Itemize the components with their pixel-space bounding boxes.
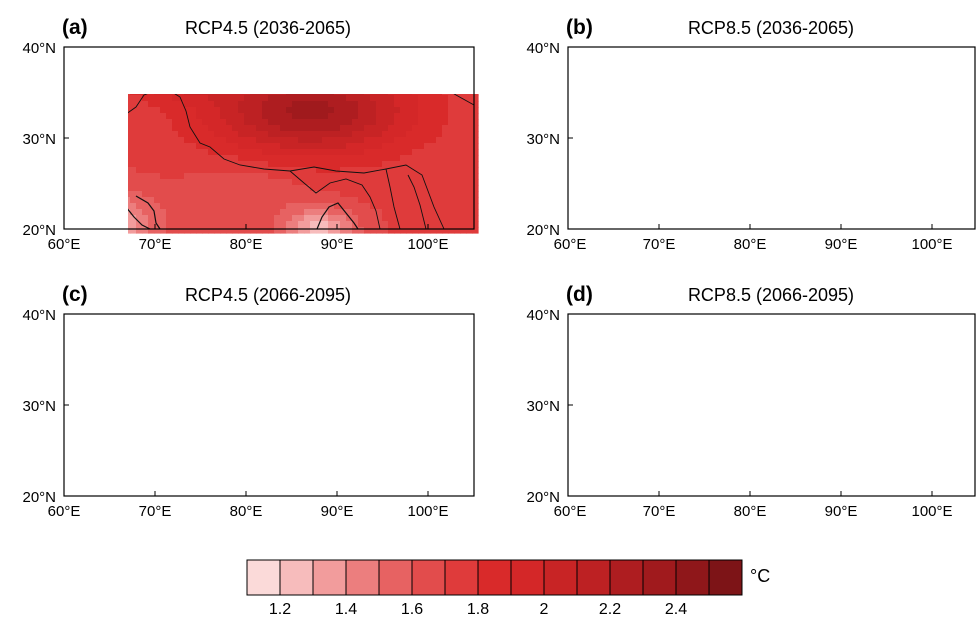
colorbar-tick-label: 1.8 xyxy=(467,601,489,618)
colorbar-box xyxy=(675,559,710,596)
panel-b: (b) RCP8.5 (2036-2065) 40°N 30°N 20°N 60… xyxy=(526,16,977,253)
lon-label-90: 90°E xyxy=(321,503,354,520)
panel-tag-b: (b) xyxy=(566,16,593,39)
y-axis-d: 40°N 30°N 20°N xyxy=(526,307,573,506)
lon-label-80: 80°E xyxy=(230,503,263,520)
lon-label-80: 80°E xyxy=(734,503,767,520)
colorbar-box xyxy=(345,559,380,596)
colorbar-box xyxy=(510,559,545,596)
panel-d: (d) RCP8.5 (2066-2095) 40°N 30°N 20°N 60… xyxy=(526,283,977,520)
lat-label-20: 20°N xyxy=(22,222,56,239)
lon-label-70: 70°E xyxy=(643,236,676,253)
map-frame-d xyxy=(567,313,976,497)
lat-label-40: 40°N xyxy=(22,307,56,324)
colorbar-unit: °C xyxy=(750,566,770,586)
lat-label-40: 40°N xyxy=(22,40,56,57)
x-axis-b: 60°E 70°E 80°E 90°E 100°E xyxy=(554,224,953,253)
coastline-c xyxy=(64,314,474,496)
y-axis-c: 40°N 30°N 20°N xyxy=(22,307,69,506)
lat-label-30: 30°N xyxy=(22,131,56,148)
lon-label-70: 70°E xyxy=(139,503,172,520)
x-axis-a: 60°E 70°E 80°E 90°E 100°E xyxy=(48,224,449,253)
lon-label-100: 100°E xyxy=(407,503,448,520)
colorbar-box xyxy=(312,559,347,596)
y-axis-b: 40°N 30°N 20°N xyxy=(526,40,573,239)
lon-label-70: 70°E xyxy=(139,236,172,253)
lat-label-30: 30°N xyxy=(526,131,560,148)
lon-label-60: 60°E xyxy=(554,503,587,520)
lat-label-20: 20°N xyxy=(22,489,56,506)
panel-title-c: RCP4.5 (2066-2095) xyxy=(185,285,351,305)
x-axis-d: 60°E 70°E 80°E 90°E 100°E xyxy=(554,491,953,520)
lon-label-60: 60°E xyxy=(554,236,587,253)
colorbar-box xyxy=(411,559,446,596)
lon-label-60: 60°E xyxy=(48,236,81,253)
panel-tag-a: (a) xyxy=(62,16,88,39)
lon-label-60: 60°E xyxy=(48,503,81,520)
colorbar-box xyxy=(642,559,677,596)
map-field-a xyxy=(128,94,479,234)
colorbar-box xyxy=(576,559,611,596)
colorbar-boxes xyxy=(246,559,743,596)
panel-a: (a) RCP4.5 (2036-2065) 40°N 30°N 20°N 60… xyxy=(22,16,479,253)
colorbar-tick-label: 2 xyxy=(540,601,549,618)
panel-tag-c: (c) xyxy=(62,283,88,306)
lat-label-30: 30°N xyxy=(526,398,560,415)
lon-label-70: 70°E xyxy=(643,503,676,520)
lon-label-100: 100°E xyxy=(911,236,952,253)
colorbar-tick-label: 2.4 xyxy=(665,601,687,618)
colorbar-tick-label: 1.2 xyxy=(269,601,291,618)
lon-label-80: 80°E xyxy=(734,236,767,253)
coastline-b xyxy=(568,47,977,229)
lon-label-80: 80°E xyxy=(230,236,263,253)
lat-label-40: 40°N xyxy=(526,307,560,324)
colorbar-box xyxy=(444,559,479,596)
colorbar-tick-label: 2.2 xyxy=(599,601,621,618)
panel-title-d: RCP8.5 (2066-2095) xyxy=(688,285,854,305)
map-field-d xyxy=(568,314,977,501)
lon-label-90: 90°E xyxy=(825,236,858,253)
map-frame-c xyxy=(63,313,475,497)
y-axis-a: 40°N 30°N 20°N xyxy=(22,40,69,239)
colorbar-tick-label: 1.4 xyxy=(335,601,357,618)
panel-c: (c) RCP4.5 (2066-2095) 40°N 30°N 20°N 60… xyxy=(22,283,479,520)
colorbar-box xyxy=(543,559,578,596)
colorbar-box xyxy=(378,559,413,596)
lat-label-20: 20°N xyxy=(526,489,560,506)
colorbar-box xyxy=(609,559,644,596)
coastline-d xyxy=(568,314,977,496)
lon-label-90: 90°E xyxy=(825,503,858,520)
colorbar-box xyxy=(246,559,281,596)
map-field-b xyxy=(568,47,977,234)
panel-title-a: RCP4.5 (2036-2065) xyxy=(185,18,351,38)
panel-tag-d: (d) xyxy=(566,283,593,306)
lon-label-100: 100°E xyxy=(911,503,952,520)
map-field-c xyxy=(64,314,479,501)
lat-label-20: 20°N xyxy=(526,222,560,239)
colorbar-box xyxy=(477,559,512,596)
colorbar-tick-labels: 1.2 1.4 1.6 1.8 2 2.2 2.4 xyxy=(269,601,687,618)
x-axis-c: 60°E 70°E 80°E 90°E 100°E xyxy=(48,491,449,520)
panel-title-b: RCP8.5 (2036-2065) xyxy=(688,18,854,38)
lat-label-30: 30°N xyxy=(22,398,56,415)
lon-label-100: 100°E xyxy=(407,236,448,253)
colorbar-tick-label: 1.6 xyxy=(401,601,423,618)
lon-label-90: 90°E xyxy=(321,236,354,253)
colorbar: 1.2 1.4 1.6 1.8 2 2.2 2.4 °C xyxy=(246,559,770,618)
lat-label-40: 40°N xyxy=(526,40,560,57)
coastline-a xyxy=(128,94,475,230)
colorbar-box xyxy=(708,559,743,596)
colorbar-box xyxy=(279,559,314,596)
map-frame-b xyxy=(567,46,976,230)
